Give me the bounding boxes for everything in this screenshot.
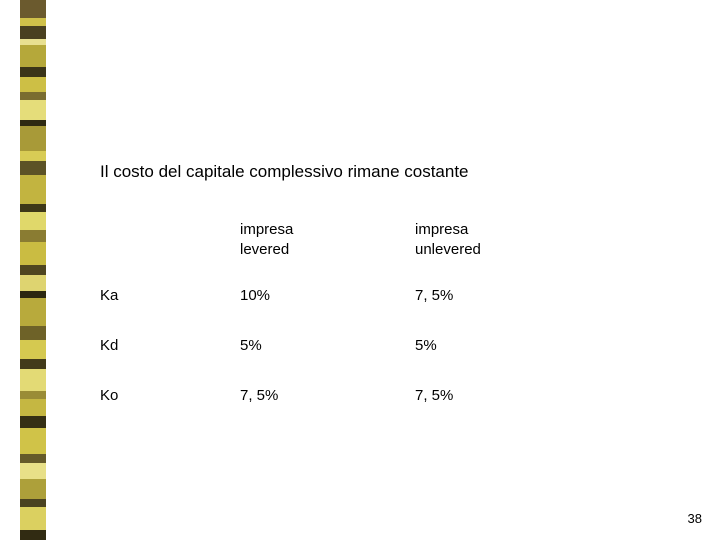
table-header-cell: impresaunlevered <box>415 220 590 287</box>
table-cell: 5% <box>240 337 415 387</box>
page-number: 38 <box>688 511 702 526</box>
table-header-cell: impresalevered <box>240 220 415 287</box>
table-row: Ko 7, 5% 7, 5% <box>100 387 590 437</box>
table-cell: Ko <box>100 387 240 437</box>
table-header-cell <box>100 220 240 287</box>
decorative-strip <box>20 0 46 540</box>
table-header-row: impresalevered impresaunlevered <box>100 220 590 287</box>
table-row: Ka 10% 7, 5% <box>100 287 590 337</box>
table-cell: Kd <box>100 337 240 387</box>
slide-title: Il costo del capitale complessivo rimane… <box>100 162 660 182</box>
table-cell: 7, 5% <box>415 287 590 337</box>
table-cell: Ka <box>100 287 240 337</box>
table-cell: 10% <box>240 287 415 337</box>
data-table: impresalevered impresaunlevered Ka 10% 7… <box>100 220 590 437</box>
table-cell: 5% <box>415 337 590 387</box>
table-cell: 7, 5% <box>240 387 415 437</box>
table-row: Kd 5% 5% <box>100 337 590 387</box>
table-cell: 7, 5% <box>415 387 590 437</box>
slide-content: Il costo del capitale complessivo rimane… <box>100 162 660 437</box>
